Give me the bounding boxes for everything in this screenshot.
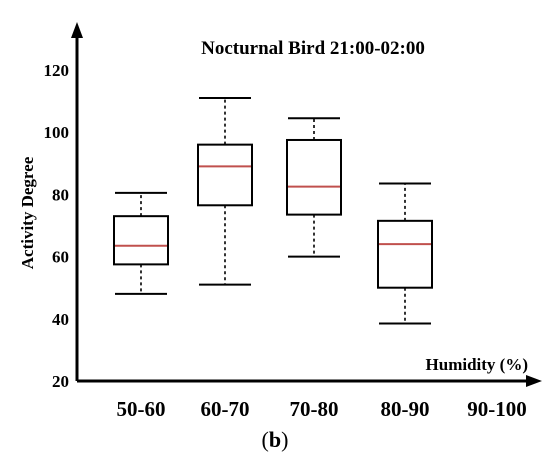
iqr-box (113, 215, 169, 266)
box-plot-item (113, 191, 169, 295)
y-tick-label: 20 (52, 372, 69, 391)
x-tick-group: 50-60 60-70 70-80 80-90 90-100 (117, 397, 527, 421)
iqr-box (286, 138, 342, 216)
panel-label-open-paren: ( (262, 427, 269, 452)
y-tick-label: 100 (44, 123, 70, 142)
y-tick-group: 20 40 60 80 100 120 (44, 61, 70, 391)
x-tick-label: 80-90 (381, 397, 430, 421)
x-tick-label: 50-60 (117, 397, 166, 421)
y-tick-label: 60 (52, 248, 69, 267)
panel-label: (b) (262, 427, 289, 452)
y-axis-label: Activity Degree (18, 156, 37, 269)
y-axis-arrow (71, 22, 83, 38)
panel-label-letter: b (269, 427, 281, 452)
box-plot-item (197, 96, 253, 286)
chart-title: Nocturnal Bird 21:00-02:00 (201, 38, 425, 59)
panel-label-close-paren: ) (281, 427, 288, 452)
y-tick-label: 80 (52, 185, 69, 204)
iqr-box (197, 143, 253, 207)
box-group (113, 96, 433, 325)
iqr-box (377, 219, 433, 289)
x-tick-label: 70-80 (290, 397, 339, 421)
x-tick-label: 90-100 (467, 397, 527, 421)
box-plot-item (377, 182, 433, 325)
y-tick-label: 120 (44, 61, 70, 80)
x-axis-label: Humidity (%) (426, 355, 528, 374)
box-plot-item (286, 117, 342, 258)
y-tick-label: 40 (52, 310, 69, 329)
x-axis-arrow (526, 375, 542, 387)
x-tick-label: 60-70 (201, 397, 250, 421)
